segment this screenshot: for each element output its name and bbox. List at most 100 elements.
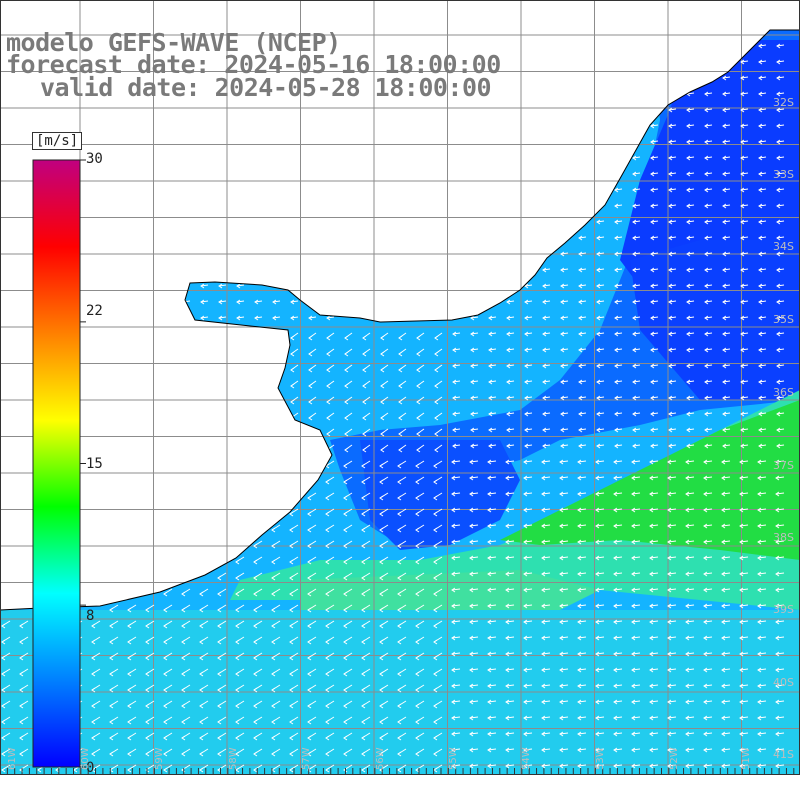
wind-arrowhead bbox=[361, 735, 366, 741]
wind-arrowhead bbox=[722, 283, 727, 289]
wind-arrowhead bbox=[415, 623, 420, 629]
wind-arrow bbox=[721, 732, 731, 735]
wind-arrowhead bbox=[145, 655, 150, 661]
wind-arrowhead bbox=[722, 363, 727, 369]
wind-arrowhead bbox=[776, 347, 781, 353]
lon-label-55w: 55W bbox=[448, 747, 459, 770]
wind-arrow bbox=[632, 252, 641, 255]
wind-arrowhead bbox=[325, 719, 330, 725]
wind-arrowhead bbox=[686, 315, 691, 321]
wind-arrow bbox=[631, 572, 641, 575]
wind-arrow bbox=[451, 636, 461, 639]
wind-arrowhead bbox=[668, 139, 673, 145]
wind-arrowhead bbox=[631, 603, 636, 609]
wind-arrow bbox=[631, 668, 641, 671]
wind-arrowhead bbox=[488, 443, 493, 449]
wind-arrow bbox=[740, 188, 749, 191]
wind-arrow bbox=[704, 172, 713, 175]
wind-arrowhead bbox=[631, 731, 636, 737]
wind-arrowhead bbox=[650, 139, 655, 145]
wind-arrow bbox=[649, 460, 659, 463]
wind-arrowhead bbox=[362, 335, 367, 341]
wind-arrow bbox=[686, 108, 695, 111]
colorbar-tick-30: 30 bbox=[86, 151, 103, 167]
wind-arrowhead bbox=[163, 607, 168, 613]
wind-arrowhead bbox=[722, 75, 727, 81]
wind-arrowhead bbox=[343, 655, 348, 661]
wind-arrowhead bbox=[379, 751, 384, 757]
wind-arrowhead bbox=[613, 603, 618, 609]
wind-arrow bbox=[614, 252, 623, 255]
wind-arrow bbox=[650, 332, 659, 335]
wind-arrow bbox=[451, 620, 461, 623]
wind-arrow bbox=[595, 764, 605, 767]
wind-arrowhead bbox=[361, 751, 366, 757]
wind-arrow bbox=[668, 220, 677, 223]
wind-arrowhead bbox=[451, 635, 456, 641]
wind-arrow bbox=[721, 556, 731, 559]
wind-arrowhead bbox=[668, 219, 673, 225]
wind-arrowhead bbox=[91, 687, 96, 693]
wind-arrowhead bbox=[523, 683, 528, 689]
wind-arrowhead bbox=[433, 607, 438, 613]
wind-arrow bbox=[776, 268, 785, 271]
wind-arrowhead bbox=[433, 623, 438, 629]
wind-arrowhead bbox=[379, 671, 384, 677]
wind-arrowhead bbox=[740, 299, 745, 305]
wind-arrowhead bbox=[199, 607, 204, 613]
wind-arrowhead bbox=[686, 283, 691, 289]
wind-arrow bbox=[577, 716, 587, 719]
wind-arrow bbox=[613, 636, 623, 639]
wind-arrow bbox=[614, 444, 623, 447]
wind-arrow bbox=[776, 204, 785, 207]
wind-arrowhead bbox=[721, 523, 726, 529]
wind-arrow bbox=[469, 732, 479, 735]
wind-arrow bbox=[721, 620, 731, 623]
wind-arrow bbox=[487, 716, 497, 719]
wind-arrowhead bbox=[470, 331, 475, 337]
wind-arrowhead bbox=[758, 123, 763, 129]
wind-arrowhead bbox=[380, 431, 385, 437]
wind-arrow bbox=[650, 444, 659, 447]
wind-arrowhead bbox=[740, 203, 745, 209]
wind-arrowhead bbox=[740, 123, 745, 129]
wind-arrow bbox=[487, 588, 497, 591]
wind-arrow bbox=[469, 588, 479, 591]
wind-arrowhead bbox=[253, 655, 258, 661]
wind-arrowhead bbox=[667, 603, 672, 609]
wind-arrowhead bbox=[361, 479, 366, 485]
wind-arrowhead bbox=[505, 555, 510, 561]
wind-arrowhead bbox=[668, 251, 673, 257]
wind-arrow bbox=[686, 124, 695, 127]
wind-arrowhead bbox=[397, 671, 402, 677]
wind-arrow bbox=[595, 732, 605, 735]
wind-arrow bbox=[686, 188, 695, 191]
lon-label-60w: 60W bbox=[80, 747, 91, 770]
wind-arrow bbox=[506, 348, 515, 351]
wind-arrowhead bbox=[722, 171, 727, 177]
wind-arrowhead bbox=[758, 91, 763, 97]
wind-arrowhead bbox=[721, 475, 726, 481]
wind-arrow bbox=[776, 252, 785, 255]
wind-arrowhead bbox=[199, 639, 204, 645]
wind-arrowhead bbox=[469, 475, 474, 481]
wind-arrow bbox=[703, 540, 713, 543]
wind-arrow bbox=[595, 492, 605, 495]
wind-arrowhead bbox=[614, 379, 619, 385]
wind-arrowhead bbox=[578, 235, 583, 241]
wind-arrowhead bbox=[632, 219, 637, 225]
wind-arrow bbox=[758, 284, 767, 287]
wind-arrow bbox=[505, 572, 515, 575]
wind-arrow bbox=[469, 620, 479, 623]
wind-arrowhead bbox=[595, 603, 600, 609]
wind-arrowhead bbox=[290, 315, 295, 321]
wind-arrow bbox=[776, 300, 785, 303]
wind-arrowhead bbox=[775, 603, 780, 609]
wind-arrowhead bbox=[721, 491, 726, 497]
wind-arrowhead bbox=[614, 267, 619, 273]
wind-arrowhead bbox=[667, 587, 672, 593]
wind-arrow bbox=[631, 636, 641, 639]
wind-arrow bbox=[703, 668, 713, 671]
wind-arrowhead bbox=[235, 591, 240, 597]
wind-arrowhead bbox=[127, 719, 132, 725]
